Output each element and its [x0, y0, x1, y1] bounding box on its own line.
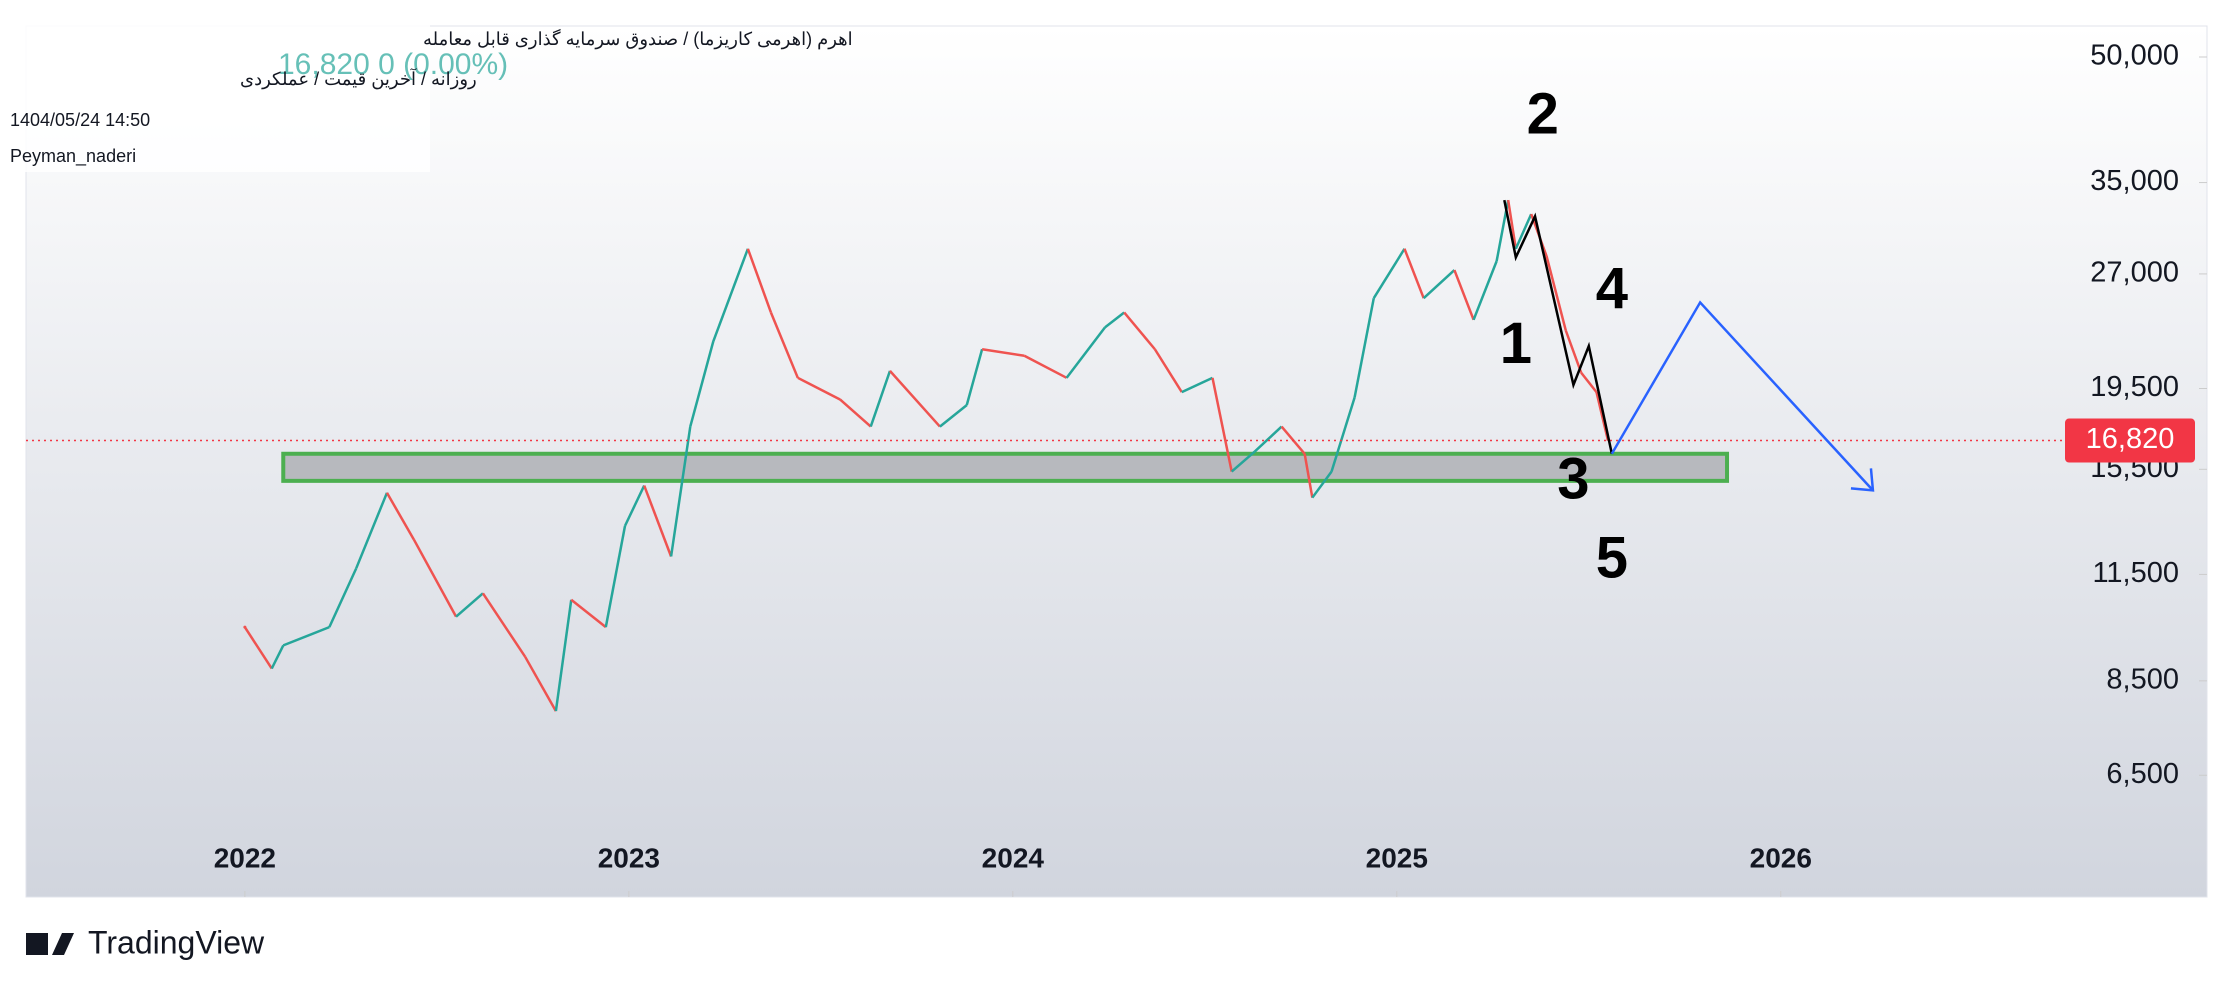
wave-line [1503, 199, 1614, 455]
y-tick-label: 11,500 [2092, 557, 2179, 589]
price-segment [981, 348, 1025, 357]
price-segment [1506, 199, 1518, 249]
wave-label: 3 [1557, 447, 1589, 512]
price-segment [889, 370, 941, 428]
price-segment [746, 248, 773, 313]
projection-arrowhead [1850, 468, 1875, 492]
price-segment [1580, 371, 1598, 393]
price-segment [481, 592, 527, 658]
logo [26, 933, 74, 955]
price-segment [270, 644, 285, 670]
price-segment [839, 398, 872, 428]
last-price-label: 16,820 [2086, 423, 2175, 455]
brand: TradingView [88, 924, 265, 960]
price-segment [243, 626, 273, 670]
price-segment [1403, 248, 1425, 299]
price-segment [1230, 450, 1256, 473]
price-segment [1065, 326, 1106, 379]
price-segment [797, 376, 841, 401]
plot: 2022 2023 2024 2025 2026 2 41 35 [26, 56, 2207, 897]
legend-box [0, 22, 430, 172]
price-segment [1123, 311, 1156, 351]
y-tick-label: 35,000 [2090, 165, 2179, 197]
price-segment [1311, 470, 1333, 499]
price-segment [455, 592, 484, 618]
price-segment [1564, 329, 1583, 374]
x-tick-label: 2024 [982, 842, 1045, 873]
price-segment [689, 340, 715, 427]
x-tick-label: 2022 [214, 842, 276, 873]
price-segment [570, 598, 607, 629]
y-tick-label: 50,000 [2090, 40, 2179, 72]
price-segment [869, 370, 892, 427]
price-segment [712, 248, 750, 342]
price-segment [1472, 260, 1498, 321]
x-tick-label: 2025 [1366, 842, 1428, 873]
price-segment [1422, 269, 1456, 300]
price-segment [1353, 297, 1375, 398]
last-price-tag [2065, 418, 2195, 463]
x-tick-label: 2023 [598, 842, 660, 873]
price-segment [1514, 213, 1533, 250]
y-tick-label: 27,000 [2090, 257, 2179, 289]
price-segment [355, 492, 389, 569]
wave-label: 4 [1596, 256, 1628, 321]
wave-label: 2 [1527, 82, 1559, 147]
price-segment [1153, 348, 1183, 393]
y-tick-label: 19,500 [2090, 371, 2179, 403]
price-segment [939, 404, 968, 428]
price-segment [328, 567, 358, 628]
wave-label: 1 [1500, 311, 1532, 376]
x-tick-label: 2026 [1750, 842, 1812, 873]
price-segment [282, 625, 330, 647]
date: 1404/05/24 14:50 [10, 110, 150, 130]
price-segment [1330, 397, 1356, 472]
price-segment [524, 656, 557, 712]
y-tick-label: 6,500 [2106, 758, 2179, 790]
author: Peyman_naderi [10, 146, 136, 167]
price-segment [669, 426, 692, 557]
price-segment [623, 485, 646, 527]
price-segment [1181, 376, 1214, 394]
price-segment [965, 348, 984, 406]
quote: 16,820 0 (0.00%) [278, 48, 508, 81]
price-segment [1303, 453, 1314, 498]
price-segment [1023, 354, 1068, 379]
interval: روزانه / آخرین قیمت / عملکردی [240, 68, 477, 90]
price-segment [1211, 377, 1233, 472]
price-segment [1104, 311, 1125, 329]
y-tick-label: 8,500 [2106, 663, 2179, 695]
price-segment [1372, 248, 1406, 299]
price-segment [1453, 269, 1475, 321]
price-segment [554, 599, 573, 712]
projection-line [1610, 300, 1874, 492]
symbol-title: اهرم (اهرمی کاریزما) / صندوق سرمایه گذار… [423, 28, 853, 50]
price-segment [769, 311, 799, 379]
price-segment [1253, 425, 1283, 453]
price-segment [385, 492, 415, 541]
support-zone [281, 451, 1730, 483]
price-segment [1545, 255, 1567, 331]
price-segment [412, 538, 458, 618]
wave-label: 5 [1596, 526, 1628, 591]
price-segment [643, 485, 673, 557]
price-segment [604, 525, 627, 628]
